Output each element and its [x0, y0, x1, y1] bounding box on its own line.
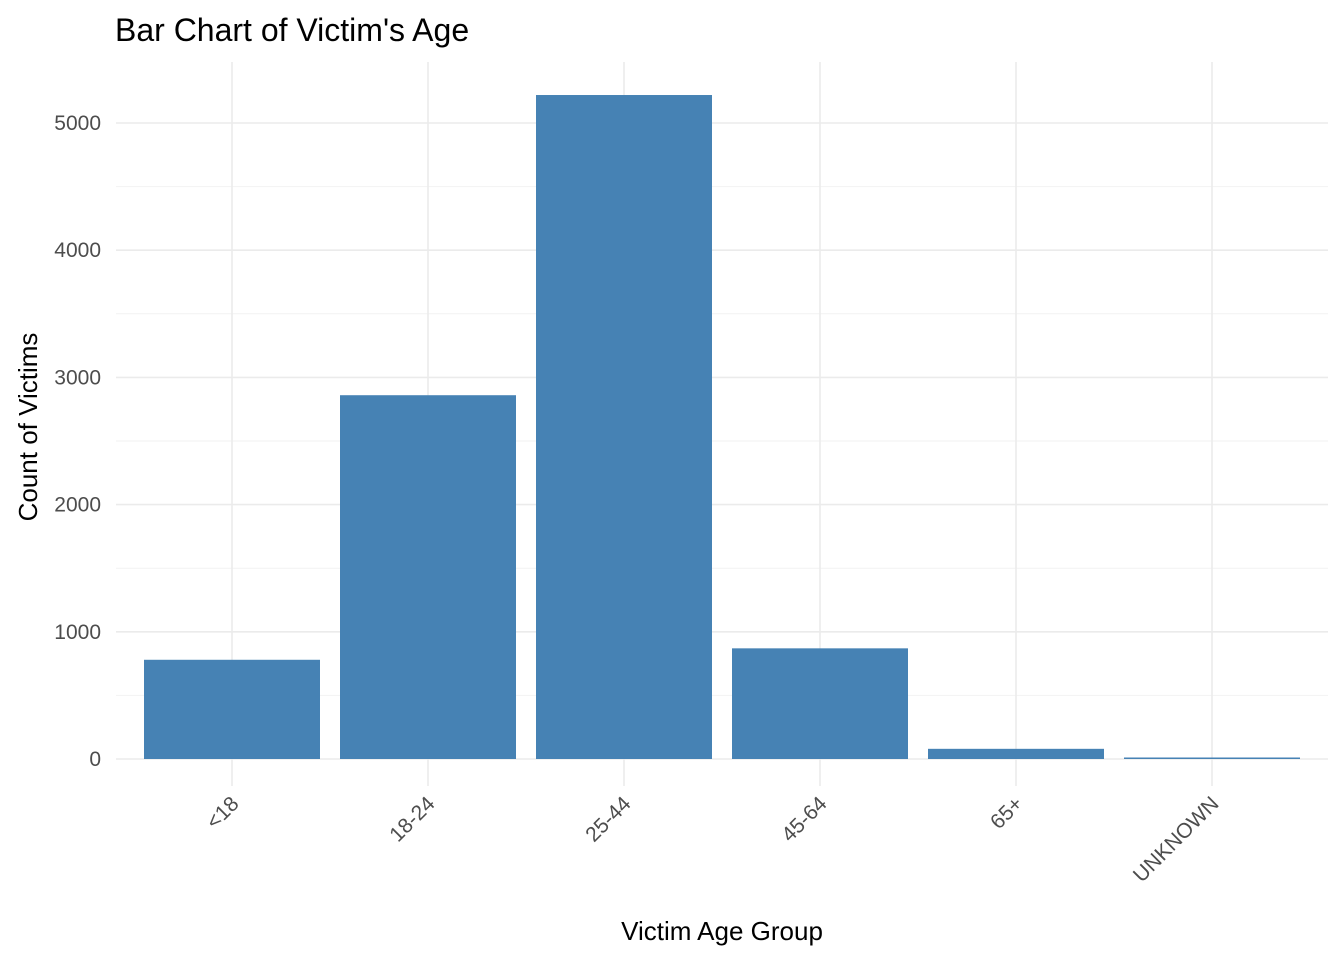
y-tick-label: 1000	[54, 621, 101, 644]
bar	[536, 95, 712, 760]
bar	[928, 748, 1104, 759]
y-tick-label: 3000	[54, 366, 101, 389]
chart-title: Bar Chart of Victim's Age	[115, 12, 469, 48]
x-tick-label: 45-64	[777, 792, 831, 846]
bar	[1124, 757, 1300, 759]
x-tick-label: 25-44	[581, 792, 635, 846]
x-tick-label: UNKNOWN	[1129, 792, 1224, 887]
x-axis-ticks: <18 18-24 25-44 45-64 65+ UNKNOWN	[202, 792, 1223, 887]
y-axis-title: Count of Victims	[13, 333, 43, 522]
bar	[144, 659, 320, 759]
x-tick-label: 65+	[986, 792, 1027, 833]
bar	[340, 395, 516, 759]
y-tick-label: 5000	[54, 112, 101, 135]
x-tick-label: 18-24	[385, 792, 439, 846]
y-tick-label: 2000	[54, 494, 101, 517]
y-tick-label: 4000	[54, 239, 101, 262]
y-axis-ticks: 0 1000 2000 3000 4000 5000	[54, 112, 101, 771]
y-tick-label: 0	[89, 748, 101, 771]
bars	[144, 95, 1300, 760]
bar	[732, 648, 908, 759]
x-tick-label: <18	[202, 792, 243, 833]
x-axis-title: Victim Age Group	[621, 916, 823, 946]
